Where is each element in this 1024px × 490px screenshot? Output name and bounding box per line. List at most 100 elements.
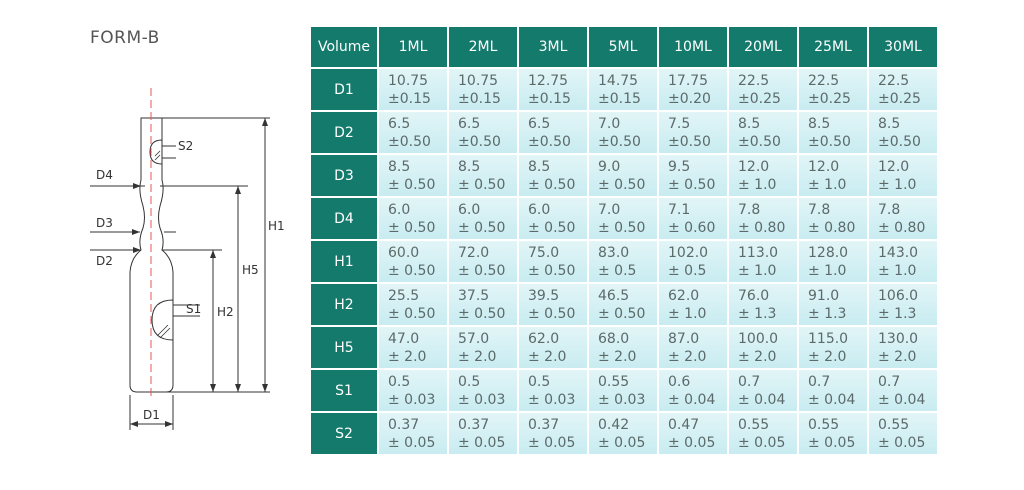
table-cell: 10.75 ±0.15 xyxy=(379,69,447,110)
cell-tolerance: ± 0.80 xyxy=(738,219,786,236)
cell-value: 10.75 xyxy=(458,72,499,89)
label-h2: H2 xyxy=(217,305,234,319)
row-label: D3 xyxy=(311,155,377,196)
cell-tolerance: ± 0.50 xyxy=(458,219,506,236)
cell-value: 113.0 xyxy=(738,244,779,261)
label-d2: D2 xyxy=(96,254,113,268)
table-cell: 0.37 ± 0.05 xyxy=(519,413,587,454)
table-cell: 22.5 ±0.25 xyxy=(729,69,797,110)
cell-tolerance: ± 0.50 xyxy=(458,262,506,279)
table-cell: 8.5 ±0.50 xyxy=(799,112,867,153)
cell-tolerance: ± 0.50 xyxy=(388,305,436,322)
cell-value: 7.0 xyxy=(598,201,621,218)
table-cell: 115.0 ± 2.0 xyxy=(799,327,867,368)
cell-value: 76.0 xyxy=(738,287,770,304)
cell-tolerance: ± 0.80 xyxy=(878,219,926,236)
cell-value: 8.5 xyxy=(738,115,761,132)
cell-tolerance: ± 0.03 xyxy=(598,391,646,408)
cell-value: 72.0 xyxy=(458,244,490,261)
table-cell: 8.5 ± 0.50 xyxy=(449,155,517,196)
table-cell: 6.0 ± 0.50 xyxy=(519,198,587,239)
cell-value: 22.5 xyxy=(808,72,840,89)
table-cell: 57.0 ± 2.0 xyxy=(449,327,517,368)
cell-tolerance: ± 0.50 xyxy=(388,219,436,236)
cell-tolerance: ± 0.05 xyxy=(808,434,856,451)
cell-tolerance: ±0.20 xyxy=(668,90,711,107)
cell-value: 0.37 xyxy=(528,416,560,433)
s1-detail xyxy=(151,299,174,341)
cell-tolerance: ± 1.3 xyxy=(878,305,917,322)
cell-tolerance: ±0.50 xyxy=(668,133,711,150)
label-s1: S1 xyxy=(186,302,201,316)
row-label: S2 xyxy=(311,413,377,454)
table-row: H5 47.0 ± 2.0 57.0 ± 2.0 62.0 ± 2.0 68.0 ± 2.0 87… xyxy=(311,327,937,368)
table-cell: 7.8 ± 0.80 xyxy=(799,198,867,239)
table-row: D3 8.5 ± 0.50 8.5 ± 0.50 8.5 ± 0.50 9.0 ± 0.50 9.… xyxy=(311,155,937,196)
table-row: D4 6.0 ± 0.50 6.0 ± 0.50 6.0 ± 0.50 7.0 ± 0.50 7.… xyxy=(311,198,937,239)
table-row: H2 25.5 ± 0.50 37.5 ± 0.50 39.5 ± 0.50 46.5 ± 0.… xyxy=(311,284,937,325)
table-cell: 83.0 ± 0.5 xyxy=(589,241,657,282)
header-col: 10ML xyxy=(659,27,727,67)
cell-value: 91.0 xyxy=(808,287,840,304)
table-cell: 7.5 ±0.50 xyxy=(659,112,727,153)
cell-tolerance: ± 2.0 xyxy=(668,348,707,365)
cell-tolerance: ± 1.0 xyxy=(808,262,847,279)
table-row: D1 10.75 ±0.15 10.75 ±0.15 12.75 ±0.15 14.75 ±0.… xyxy=(311,69,937,110)
cell-value: 0.5 xyxy=(458,373,481,390)
table-cell: 60.0 ± 0.50 xyxy=(379,241,447,282)
table-cell: 8.5 ±0.50 xyxy=(869,112,937,153)
cell-tolerance: ±0.15 xyxy=(458,90,501,107)
table-cell: 62.0 ± 2.0 xyxy=(519,327,587,368)
cell-tolerance: ± 0.05 xyxy=(458,434,506,451)
cell-value: 0.37 xyxy=(388,416,420,433)
table-cell: 6.0 ± 0.50 xyxy=(379,198,447,239)
header-col: 5ML xyxy=(589,27,657,67)
cell-tolerance: ± 0.05 xyxy=(598,434,646,451)
table-cell: 6.5 ±0.50 xyxy=(449,112,517,153)
cell-value: 143.0 xyxy=(878,244,919,261)
cell-value: 25.5 xyxy=(388,287,420,304)
cell-tolerance: ± 0.50 xyxy=(598,219,646,236)
cell-value: 0.5 xyxy=(528,373,551,390)
cell-tolerance: ±0.50 xyxy=(458,133,501,150)
form-title: FORM-B xyxy=(90,28,160,48)
s2-detail xyxy=(149,139,163,165)
table-cell: 7.0 ± 0.50 xyxy=(589,198,657,239)
table-cell: 0.6 ± 0.04 xyxy=(659,370,727,411)
cell-tolerance: ± 0.05 xyxy=(668,434,716,451)
cell-value: 39.5 xyxy=(528,287,560,304)
cell-tolerance: ± 2.0 xyxy=(528,348,567,365)
cell-tolerance: ± 0.05 xyxy=(738,434,786,451)
spec-table: Volume 1ML 2ML 3ML 5ML 10ML 20ML 25ML 30… xyxy=(309,25,939,456)
table-cell: 9.5 ± 0.50 xyxy=(659,155,727,196)
table-cell: 68.0 ± 2.0 xyxy=(589,327,657,368)
cell-tolerance: ± 1.0 xyxy=(808,176,847,193)
table-cell: 25.5 ± 0.50 xyxy=(379,284,447,325)
cell-value: 87.0 xyxy=(668,330,700,347)
table-cell: 47.0 ± 2.0 xyxy=(379,327,447,368)
cell-tolerance: ±0.25 xyxy=(878,90,921,107)
table-cell: 106.0 ± 1.3 xyxy=(869,284,937,325)
cell-value: 7.0 xyxy=(598,115,621,132)
cell-tolerance: ± 0.50 xyxy=(528,219,576,236)
table-cell: 10.75 ±0.15 xyxy=(449,69,517,110)
cell-tolerance: ± 0.5 xyxy=(598,262,637,279)
cell-tolerance: ± 0.60 xyxy=(668,219,716,236)
cell-value: 0.7 xyxy=(878,373,901,390)
cell-tolerance: ± 0.04 xyxy=(878,391,926,408)
cell-tolerance: ± 0.03 xyxy=(388,391,436,408)
cell-value: 102.0 xyxy=(668,244,709,261)
cell-tolerance: ± 2.0 xyxy=(458,348,497,365)
cell-tolerance: ± 2.0 xyxy=(738,348,777,365)
header-col: 3ML xyxy=(519,27,587,67)
table-cell: 12.75 ±0.15 xyxy=(519,69,587,110)
cell-value: 9.5 xyxy=(668,158,691,175)
table-cell: 8.5 ± 0.50 xyxy=(519,155,587,196)
header-row: Volume 1ML 2ML 3ML 5ML 10ML 20ML 25ML 30… xyxy=(311,27,937,67)
table-cell: 0.55 ± 0.05 xyxy=(869,413,937,454)
cell-tolerance: ± 1.0 xyxy=(738,262,777,279)
table-cell: 0.37 ± 0.05 xyxy=(449,413,517,454)
cell-tolerance: ± 0.50 xyxy=(528,176,576,193)
table-cell: 0.42 ± 0.05 xyxy=(589,413,657,454)
table-cell: 0.55 ± 0.03 xyxy=(589,370,657,411)
